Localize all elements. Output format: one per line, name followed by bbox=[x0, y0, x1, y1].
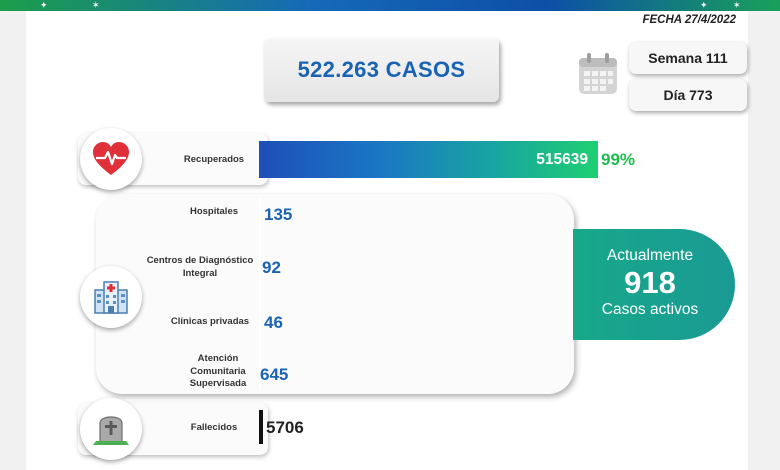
sparkle-decoration: ✦ bbox=[700, 0, 708, 10]
deceased-value: 5706 bbox=[266, 418, 304, 437]
heart-pulse-icon bbox=[93, 142, 129, 175]
sparkle-decoration: ✦ bbox=[40, 0, 48, 10]
facility-value-hospitales: 135 bbox=[264, 205, 293, 224]
facility-label-atencion: Atención Comunitaria Supervisada bbox=[189, 353, 247, 389]
active-cases-line2: Casos activos bbox=[601, 301, 699, 318]
active-cases-line1: Actualmente bbox=[606, 247, 694, 264]
tombstone-icon-container bbox=[80, 398, 142, 460]
recovered-label: Recuperados bbox=[183, 154, 245, 165]
top-banner: ✦ ✶ ✦ ✶ bbox=[0, 0, 780, 11]
deceased-label: Fallecidos bbox=[190, 422, 238, 433]
heart-pulse-icon-container bbox=[80, 128, 142, 190]
facility-label-hospitales: Hospitales bbox=[189, 206, 239, 217]
total-cases-value: 522.263 CASOS bbox=[297, 57, 466, 82]
facility-value-clinicas: 46 bbox=[264, 313, 283, 332]
date-label: FECHA 27/4/2022 bbox=[642, 14, 736, 26]
sparkle-decoration: ✶ bbox=[92, 0, 100, 10]
active-cases-value: 918 bbox=[624, 265, 676, 300]
recovered-percent: 99% bbox=[601, 150, 636, 169]
hospital-icon-container bbox=[80, 266, 142, 328]
hospital-icon bbox=[94, 281, 128, 314]
day-badge: Día 773 bbox=[629, 79, 747, 111]
recovered-bar: 515639 bbox=[259, 141, 598, 178]
recovered-value: 515639 bbox=[536, 150, 588, 168]
tombstone-icon bbox=[93, 416, 129, 445]
deceased-bar bbox=[259, 410, 263, 444]
week-badge: Semana 111 bbox=[629, 42, 747, 74]
facility-value-atencion: 645 bbox=[260, 365, 289, 384]
sparkle-decoration: ✶ bbox=[733, 0, 741, 10]
active-cases-card: Actualmente 918 Casos activos bbox=[573, 229, 735, 340]
facility-value-cdi: 92 bbox=[262, 258, 281, 277]
calendar-icon bbox=[579, 53, 617, 94]
total-cases-card: 522.263 CASOS bbox=[264, 38, 499, 102]
facilities-panel bbox=[96, 194, 574, 394]
facility-label-clinicas: Clínicas privadas bbox=[170, 316, 250, 327]
facility-label-cdi: Centros de Diagnóstico Integral bbox=[146, 255, 254, 279]
facilities-divider bbox=[259, 198, 261, 390]
